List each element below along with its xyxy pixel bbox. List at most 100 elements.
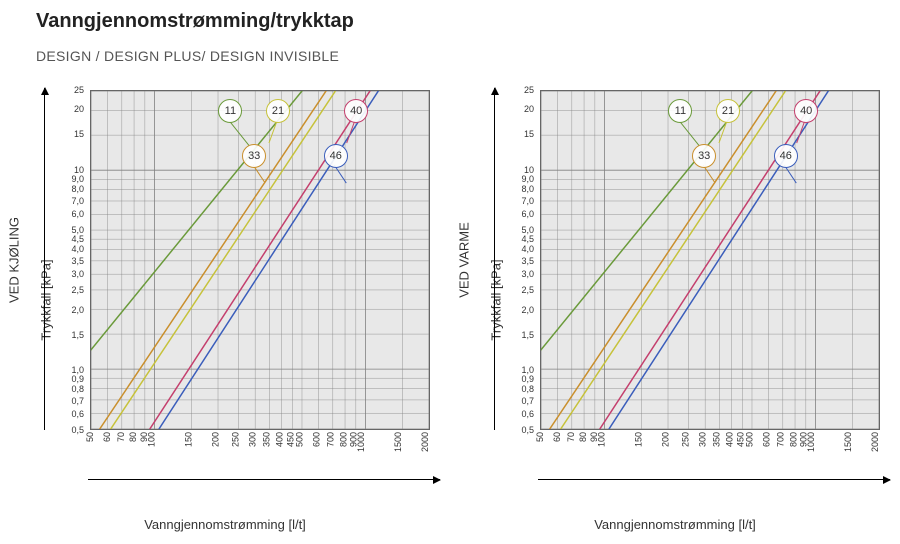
y-tick-label: 1,0 [71,365,84,375]
panel-vertical-title: VED KJØLING [7,217,22,303]
series-bubble-40: 40 [794,99,818,123]
x-tick-label: 100 [146,432,156,447]
x-tick-label: 600 [762,432,772,447]
x-tick-label: 700 [776,432,786,447]
y-tick-label: 5,0 [521,225,534,235]
y-tick-label: 20 [524,104,534,114]
y-axis-arrow [488,88,496,430]
x-tick-label: 70 [566,432,576,442]
y-tick-label: 2,0 [71,305,84,315]
x-tick-label: 2000 [870,432,880,452]
y-tick-label: 25 [524,85,534,95]
y-tick-label: 6,0 [71,209,84,219]
x-tick-label: 300 [698,432,708,447]
x-tick-label: 800 [338,432,348,447]
y-tick-label: 3,5 [71,256,84,266]
x-tick-label: 250 [681,432,691,447]
y-tick-label: 3,0 [521,269,534,279]
y-tick-label: 1,5 [71,330,84,340]
y-tick-label: 0,9 [521,374,534,384]
x-tick-label: 1000 [806,432,816,452]
y-tick-label: 0,8 [521,384,534,394]
x-tick-label: 1500 [393,432,403,452]
y-tick-label: 20 [74,104,84,114]
y-tick-label: 2,0 [521,305,534,315]
series-bubble-33: 33 [242,144,266,168]
y-tick-label: 8,0 [521,184,534,194]
y-tick-label: 10 [74,165,84,175]
x-tick-label: 300 [248,432,258,447]
x-tick-label: 60 [102,432,112,442]
x-tick-label: 500 [295,432,305,447]
y-tick-label: 1,5 [521,330,534,340]
x-ticks: 5060708090100150200250300350400450500600… [90,432,430,480]
series-bubble-46: 46 [324,144,348,168]
x-tick-label: 1000 [356,432,366,452]
x-tick-label: 800 [788,432,798,447]
y-tick-label: 0,7 [521,396,534,406]
panel-vertical-title: VED VARME [457,222,472,298]
plot-area: 1121403346 [540,90,880,430]
y-tick-label: 0,6 [521,409,534,419]
x-tick-label: 60 [552,432,562,442]
x-tick-label: 2000 [420,432,430,452]
x-tick-label: 400 [724,432,734,447]
x-tick-label: 1500 [843,432,853,452]
x-tick-label: 150 [184,432,194,447]
page-title: Vanngjennomstrømming/trykktap [36,10,354,33]
series-bubble-21: 21 [266,99,290,123]
x-tick-label: 80 [578,432,588,442]
y-tick-label: 3,0 [71,269,84,279]
y-tick-label: 0,5 [71,425,84,435]
x-tick-label: 50 [535,432,545,442]
series-bubble-40: 40 [344,99,368,123]
x-tick-label: 400 [274,432,284,447]
y-tick-label: 2,5 [71,285,84,295]
x-tick-label: 600 [312,432,322,447]
y-ticks: 0,50,60,70,80,91,01,52,02,53,03,54,04,55… [56,90,86,430]
y-tick-label: 0,7 [71,396,84,406]
y-axis-arrow [38,88,46,430]
y-tick-label: 25 [74,85,84,95]
charts-row: VED KJØLING Trykkfall [kPa] 0,50,60,70,8… [0,80,900,540]
y-tick-label: 2,5 [521,285,534,295]
x-tick-label: 200 [660,432,670,447]
y-tick-label: 7,0 [71,196,84,206]
y-tick-label: 0,5 [521,425,534,435]
x-tick-label: 250 [231,432,241,447]
y-tick-label: 9,0 [521,174,534,184]
panel-cooling: VED KJØLING Trykkfall [kPa] 0,50,60,70,8… [0,80,450,540]
y-tick-label: 15 [74,129,84,139]
x-tick-label: 100 [596,432,606,447]
x-tick-label: 70 [116,432,126,442]
y-tick-label: 4,5 [521,234,534,244]
series-bubble-33: 33 [692,144,716,168]
x-tick-label: 350 [712,432,722,447]
y-tick-label: 6,0 [521,209,534,219]
x-tick-label: 50 [85,432,95,442]
series-bubble-11: 11 [668,99,692,123]
y-ticks: 0,50,60,70,80,91,01,52,02,53,03,54,04,55… [506,90,536,430]
y-tick-label: 1,0 [521,365,534,375]
y-tick-label: 4,5 [71,234,84,244]
y-tick-label: 5,0 [71,225,84,235]
y-tick-label: 15 [524,129,534,139]
y-tick-label: 9,0 [71,174,84,184]
y-tick-label: 4,0 [521,244,534,254]
plot-area: 1121403346 [90,90,430,430]
series-bubble-46: 46 [774,144,798,168]
x-tick-label: 80 [128,432,138,442]
x-tick-label: 350 [262,432,272,447]
page-subtitle: DESIGN / DESIGN PLUS/ DESIGN INVISIBLE [36,48,339,64]
y-tick-label: 7,0 [521,196,534,206]
x-tick-label: 500 [745,432,755,447]
y-tick-label: 0,6 [71,409,84,419]
x-axis-label: Vanngjennomstrømming [l/t] [0,517,450,532]
y-tick-label: 3,5 [521,256,534,266]
x-ticks: 5060708090100150200250300350400450500600… [540,432,880,480]
y-tick-label: 4,0 [71,244,84,254]
y-tick-label: 0,9 [71,374,84,384]
x-tick-label: 700 [326,432,336,447]
x-tick-label: 150 [634,432,644,447]
panel-heating: VED VARME Trykkfall [kPa] 0,50,60,70,80,… [450,80,900,540]
